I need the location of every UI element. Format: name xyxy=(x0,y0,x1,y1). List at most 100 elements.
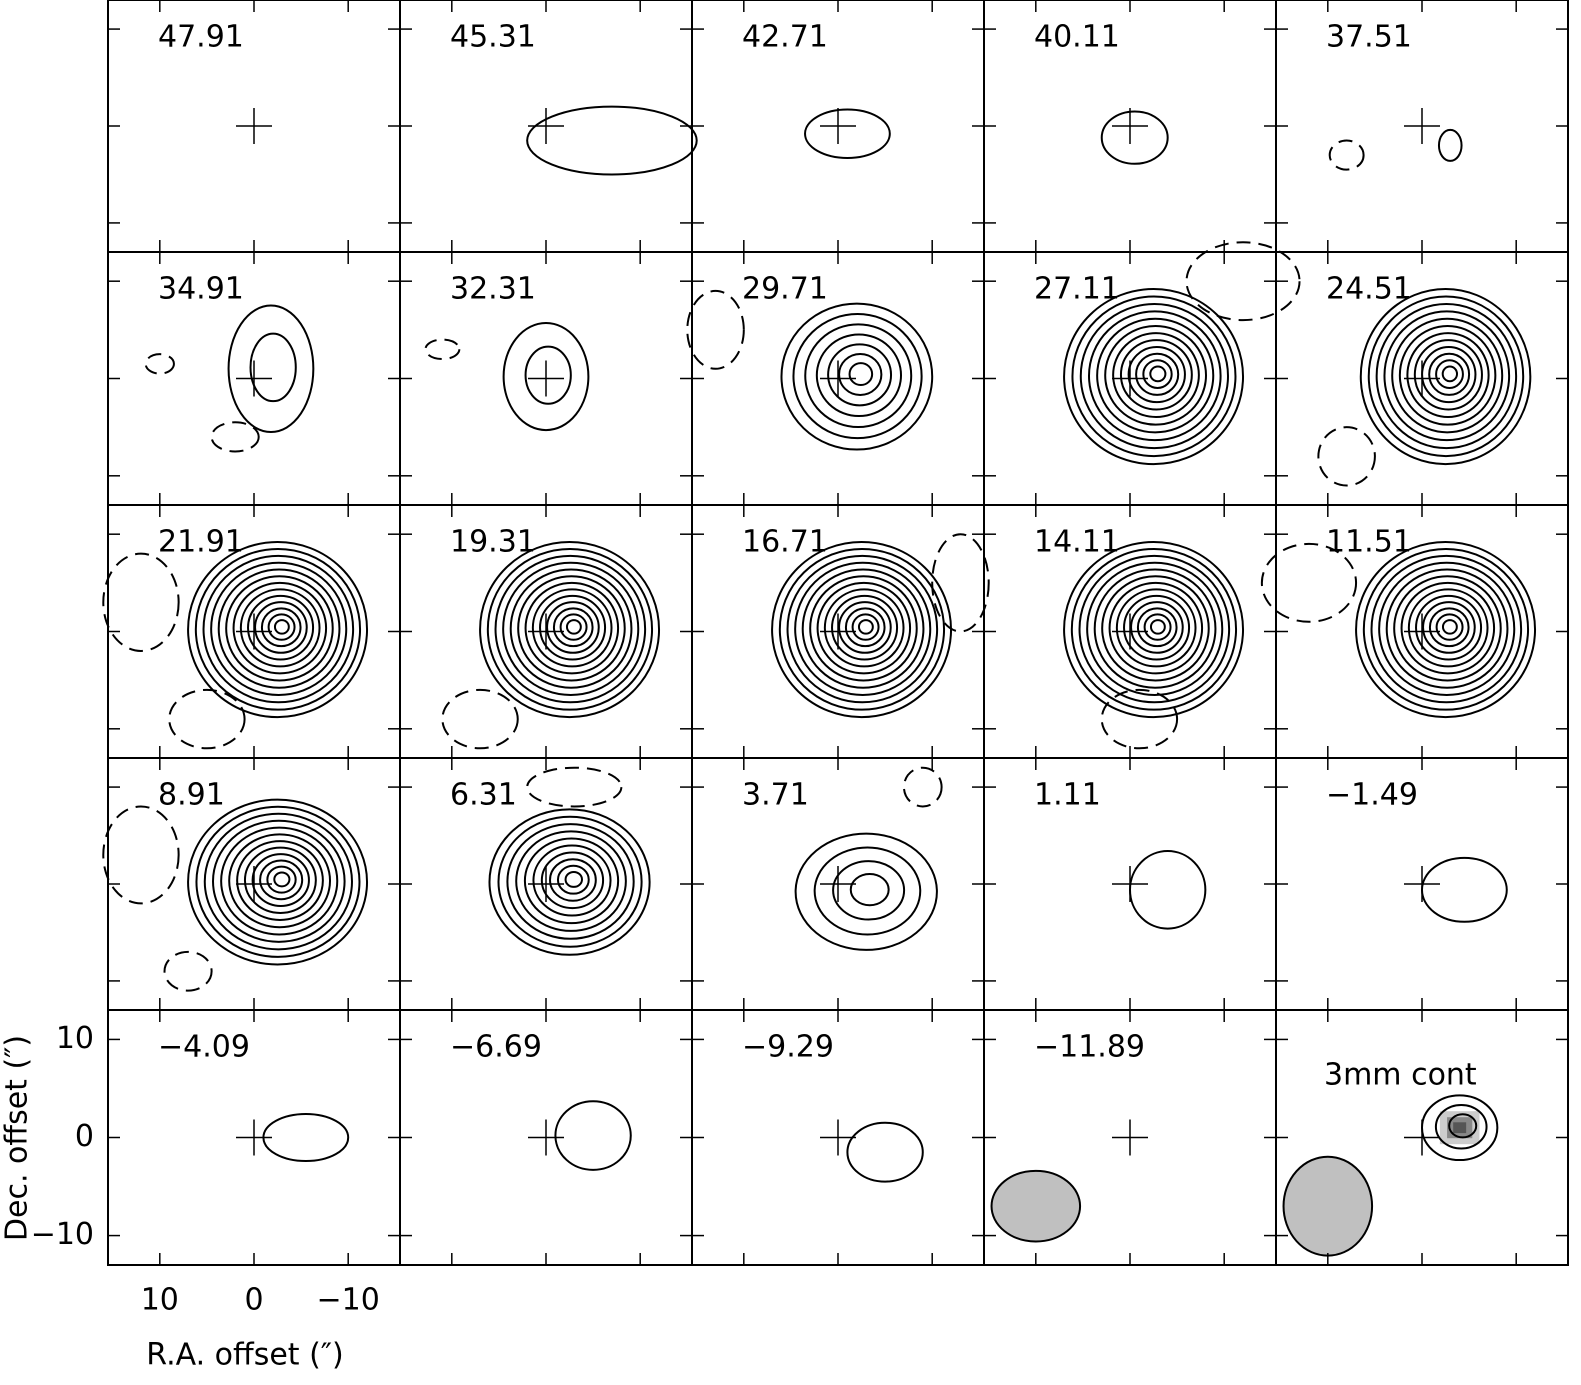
contour xyxy=(1428,352,1471,396)
channel-label: −1.49 xyxy=(1326,778,1418,813)
contour xyxy=(559,613,588,641)
contour xyxy=(1407,588,1489,668)
contour xyxy=(225,575,334,682)
x-tick-label: −10 xyxy=(317,1283,380,1318)
contour xyxy=(187,798,369,966)
contour xyxy=(236,840,324,922)
panel: 42.71 xyxy=(691,0,985,253)
channel-label: 40.11 xyxy=(1034,20,1120,55)
contour xyxy=(1415,594,1483,661)
contour xyxy=(1112,332,1200,418)
negative-contour xyxy=(424,338,461,361)
contour xyxy=(523,837,620,925)
panel: 21.91 xyxy=(102,504,401,759)
y-tick-label: 10 xyxy=(56,1021,94,1056)
channel-label: −11.89 xyxy=(1034,1030,1145,1065)
contour xyxy=(1441,619,1458,635)
contour xyxy=(526,105,698,176)
negative-contour xyxy=(902,766,943,808)
negative-contour xyxy=(102,805,180,905)
negative-contour xyxy=(1260,542,1358,623)
contour xyxy=(1378,561,1516,696)
contour xyxy=(1385,568,1509,689)
contour xyxy=(506,823,635,940)
contour xyxy=(1421,856,1508,923)
panel: 19.31 xyxy=(399,504,693,759)
panel: 27.11 xyxy=(983,241,1301,506)
contour xyxy=(778,547,946,711)
contour xyxy=(1434,1103,1488,1150)
panel: 16.71 xyxy=(691,504,990,759)
contour xyxy=(524,345,572,405)
channel-label: 8.91 xyxy=(158,778,225,813)
panel: 29.71 xyxy=(686,251,985,506)
negative-contour xyxy=(1100,688,1179,750)
panel: −9.29 xyxy=(691,1009,985,1266)
channel-label: −4.09 xyxy=(158,1030,250,1065)
contour xyxy=(1104,324,1208,426)
channel-label: 47.91 xyxy=(158,20,244,55)
contour xyxy=(786,554,939,704)
y-tick-label: 0 xyxy=(75,1119,94,1154)
contour xyxy=(212,819,346,943)
contour xyxy=(1136,607,1178,648)
contour xyxy=(1123,594,1191,661)
contour xyxy=(1063,287,1245,466)
contour xyxy=(517,575,626,682)
contour xyxy=(831,594,899,661)
contour xyxy=(1359,287,1532,466)
contour xyxy=(556,864,590,895)
contour xyxy=(1078,554,1231,704)
contour xyxy=(251,853,310,907)
contour xyxy=(262,1112,350,1163)
contour xyxy=(202,554,355,704)
contour xyxy=(194,547,362,711)
x-tick-label: 10 xyxy=(141,1283,179,1318)
negative-contour xyxy=(144,353,175,375)
contour xyxy=(259,859,304,901)
contour xyxy=(220,826,339,936)
channel-label: 3mm cont xyxy=(1324,1058,1477,1093)
channel-label: 1.11 xyxy=(1034,778,1101,813)
contour xyxy=(1435,359,1464,389)
contour xyxy=(815,333,903,418)
contour xyxy=(832,860,906,921)
x-tick-label: 0 xyxy=(244,1283,263,1318)
channel-label: 24.51 xyxy=(1326,272,1412,307)
contour xyxy=(1413,339,1483,411)
contour xyxy=(1071,295,1237,458)
contour xyxy=(1135,352,1180,396)
contour xyxy=(531,588,613,668)
negative-contour xyxy=(102,552,180,652)
contour xyxy=(1149,365,1167,383)
contour xyxy=(564,870,583,888)
negative-contour xyxy=(168,688,246,750)
channel-label: 16.71 xyxy=(742,525,828,560)
channel-label: −9.29 xyxy=(742,1030,834,1065)
panel: 45.31 xyxy=(399,0,698,253)
contour xyxy=(546,601,600,654)
negative-contour xyxy=(1328,139,1365,171)
contour xyxy=(497,815,643,948)
contour xyxy=(195,805,361,958)
contour xyxy=(486,547,654,711)
contour xyxy=(210,561,348,696)
contour xyxy=(227,304,315,434)
channel-label: 34.91 xyxy=(158,272,244,307)
contour xyxy=(1367,295,1525,458)
panel: 10 0 −10 −10 0 10 −4.09 xyxy=(31,1009,401,1318)
contour xyxy=(260,607,302,648)
contour xyxy=(524,581,620,675)
contour xyxy=(1079,302,1229,450)
panel: 3.71 xyxy=(691,757,985,1011)
contour xyxy=(1441,365,1459,383)
contour xyxy=(1101,575,1210,682)
contour xyxy=(539,594,607,661)
contour xyxy=(1149,619,1166,635)
contour xyxy=(849,873,890,907)
panel: −11.89 xyxy=(983,1009,1277,1266)
contour xyxy=(1406,332,1490,418)
beam xyxy=(990,1169,1082,1243)
panel: 11.51 xyxy=(1260,504,1569,759)
